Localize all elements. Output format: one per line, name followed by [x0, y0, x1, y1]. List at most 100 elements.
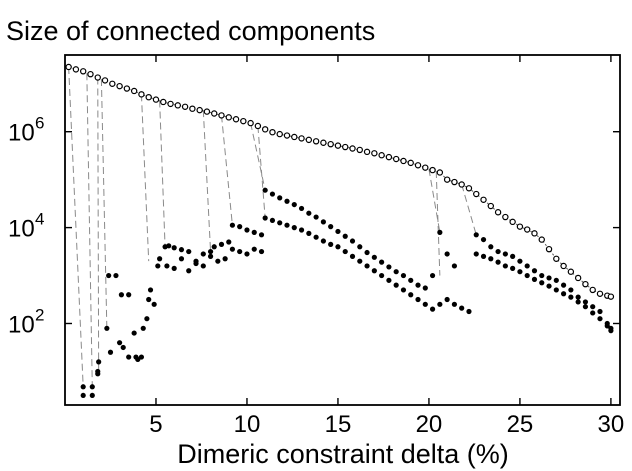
data-point-second-largest: [335, 228, 341, 235]
data-point-third-largest: [386, 277, 392, 283]
data-point-largest: [422, 164, 429, 171]
data-point-third-largest: [473, 251, 479, 257]
data-point-third-largest: [524, 272, 530, 279]
data-point-third-largest: [429, 306, 436, 312]
split-line: [435, 171, 441, 276]
data-point-third-largest: [517, 269, 523, 275]
data-point-third-largest: [553, 287, 559, 293]
data-point-third-largest: [510, 265, 516, 271]
data-point-third-largest: [415, 296, 421, 303]
data-point-third-largest: [262, 215, 268, 221]
data-point-largest: [531, 230, 538, 237]
split-line: [250, 122, 266, 191]
data-point-largest: [211, 110, 218, 117]
data-point-second-largest: [597, 308, 603, 315]
data-point-third-largest: [364, 263, 370, 269]
split-line: [428, 169, 441, 233]
data-point-third-largest: [229, 246, 236, 252]
data-point-largest: [502, 213, 509, 221]
data-point-third-largest: [466, 308, 472, 315]
data-point-second-largest: [415, 282, 421, 288]
data-point-largest: [269, 128, 276, 136]
data-point-second-largest: [320, 219, 326, 225]
data-point-largest: [371, 150, 378, 157]
data-point-second-largest: [575, 294, 581, 300]
data-point-second-largest: [144, 316, 150, 322]
data-point-second-largest: [207, 248, 214, 255]
axis-ticks: [65, 55, 620, 405]
data-point-third-largest: [291, 225, 297, 231]
data-point-second-largest: [539, 272, 545, 279]
data-point-largest: [342, 143, 349, 151]
data-point-third-largest: [604, 323, 610, 329]
y-tick-label: 10 2: [8, 305, 44, 338]
data-point-largest: [247, 119, 254, 127]
data-point-second-largest: [422, 285, 428, 291]
data-point-third-largest: [408, 292, 414, 298]
data-point-largest: [87, 70, 94, 78]
data-point-third-largest: [328, 241, 334, 247]
chart-title: Size of connected components: [6, 16, 375, 46]
data-point-largest: [101, 77, 109, 84]
data-point-third-largest: [157, 256, 163, 262]
data-point-second-largest: [473, 232, 479, 238]
data-point-largest: [72, 66, 80, 73]
data-point-second-largest: [517, 258, 523, 264]
data-point-third-largest: [222, 256, 228, 262]
data-point-largest: [560, 262, 567, 270]
data-point-second-largest: [560, 282, 567, 288]
data-point-second-largest: [379, 259, 385, 265]
data-point-largest: [312, 138, 320, 145]
data-points: [65, 63, 615, 399]
data-point-second-largest: [113, 272, 119, 279]
data-point-largest: [400, 157, 407, 165]
data-point-second-largest: [229, 222, 236, 228]
data-point-third-largest: [313, 234, 319, 240]
data-point-third-largest: [568, 294, 574, 300]
data-point-second-largest: [510, 253, 516, 259]
data-point-largest: [553, 255, 560, 262]
data-point-third-largest: [251, 246, 257, 252]
data-point-second-largest: [186, 248, 192, 255]
data-point-second-largest: [386, 264, 392, 270]
data-point-third-largest: [590, 310, 596, 316]
data-point-third-largest: [546, 283, 552, 289]
x-tick-label: 15: [325, 411, 352, 438]
data-point-third-largest: [207, 253, 214, 259]
data-point-second-largest: [104, 325, 110, 331]
data-point-third-largest: [379, 272, 385, 279]
data-point-third-largest: [116, 340, 123, 346]
data-point-third-largest: [349, 253, 356, 259]
data-point-largest: [407, 159, 414, 167]
data-point-largest: [596, 290, 604, 297]
data-point-third-largest: [335, 244, 341, 250]
data-point-second-largest: [342, 233, 348, 239]
data-point-largest: [516, 223, 524, 230]
data-point-second-largest: [444, 251, 450, 257]
data-point-second-largest: [155, 263, 161, 269]
component-split-lines: [68, 66, 477, 387]
data-point-second-largest: [291, 201, 297, 208]
x-tick-label: 20: [416, 411, 443, 438]
data-point-third-largest: [126, 354, 132, 360]
data-point-largest: [538, 236, 545, 243]
data-point-second-largest: [531, 268, 538, 274]
data-point-third-largest: [495, 259, 501, 265]
data-point-second-largest: [151, 301, 157, 307]
data-point-largest: [349, 145, 356, 152]
data-point-largest: [94, 74, 101, 81]
data-point-third-largest: [164, 263, 170, 269]
data-point-second-largest: [237, 224, 243, 230]
data-point-largest: [65, 63, 72, 71]
data-point-largest: [378, 152, 385, 159]
data-point-second-largest: [126, 292, 132, 298]
data-point-third-largest: [107, 349, 114, 355]
data-point-second-largest: [171, 245, 177, 251]
data-point-second-largest: [244, 227, 250, 233]
data-point-second-largest: [357, 244, 363, 250]
data-point-third-largest: [422, 301, 428, 307]
split-line: [159, 100, 166, 247]
split-line: [97, 77, 100, 374]
data-point-second-largest: [131, 330, 137, 336]
data-point-third-largest: [393, 282, 399, 288]
